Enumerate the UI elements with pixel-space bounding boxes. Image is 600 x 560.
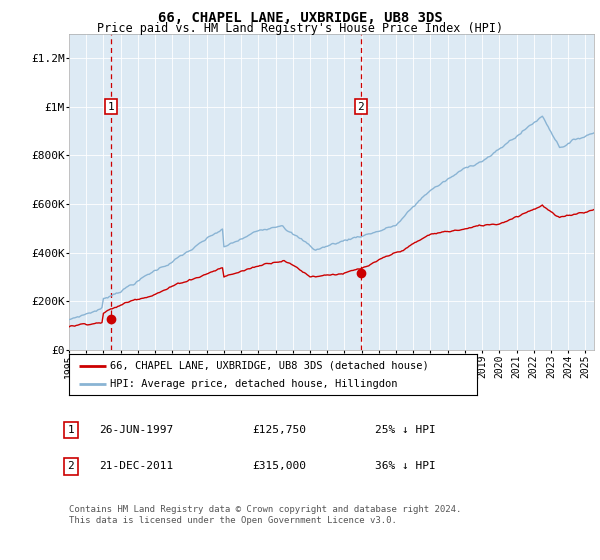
Text: £315,000: £315,000 <box>252 461 306 472</box>
Text: 2: 2 <box>358 101 364 111</box>
Text: 66, CHAPEL LANE, UXBRIDGE, UB8 3DS: 66, CHAPEL LANE, UXBRIDGE, UB8 3DS <box>158 11 442 25</box>
Text: 36% ↓ HPI: 36% ↓ HPI <box>375 461 436 472</box>
Text: 1: 1 <box>108 101 115 111</box>
Text: HPI: Average price, detached house, Hillingdon: HPI: Average price, detached house, Hill… <box>110 379 397 389</box>
Text: 26-JUN-1997: 26-JUN-1997 <box>99 425 173 435</box>
Text: 21-DEC-2011: 21-DEC-2011 <box>99 461 173 472</box>
Text: £125,750: £125,750 <box>252 425 306 435</box>
Text: Price paid vs. HM Land Registry's House Price Index (HPI): Price paid vs. HM Land Registry's House … <box>97 22 503 35</box>
Text: 66, CHAPEL LANE, UXBRIDGE, UB8 3DS (detached house): 66, CHAPEL LANE, UXBRIDGE, UB8 3DS (deta… <box>110 361 428 371</box>
Text: Contains HM Land Registry data © Crown copyright and database right 2024.
This d: Contains HM Land Registry data © Crown c… <box>69 505 461 525</box>
Text: 1: 1 <box>67 425 74 435</box>
Text: 2: 2 <box>67 461 74 472</box>
Text: 25% ↓ HPI: 25% ↓ HPI <box>375 425 436 435</box>
